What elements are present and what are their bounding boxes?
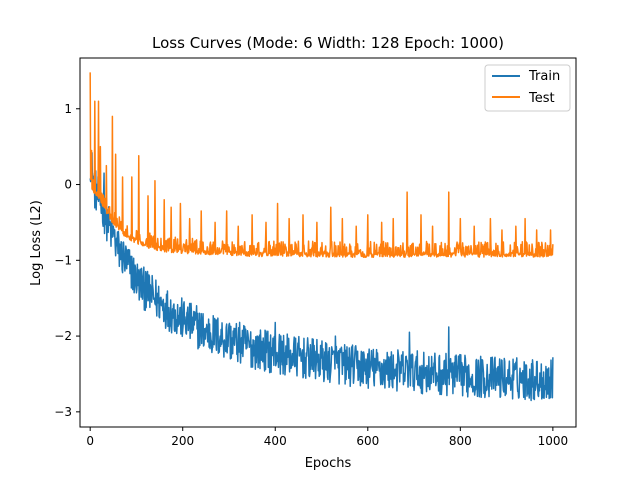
x-tick-label: 200 (171, 434, 194, 448)
x-tick-label: 0 (86, 434, 94, 448)
y-tick-label: −3 (54, 405, 72, 419)
x-tick-label: 600 (356, 434, 379, 448)
x-axis-ticks: 0 200 400 600 800 1000 (86, 427, 568, 448)
x-tick-label: 1000 (538, 434, 569, 448)
plot-frame (79, 57, 577, 428)
plot-lines (89, 72, 554, 402)
chart-title: Loss Curves (Mode: 6 Width: 128 Epoch: 1… (152, 34, 504, 52)
legend: Train Test (484, 64, 571, 112)
y-tick-label: −1 (54, 253, 72, 267)
y-axis-label: Log Loss (L2) (29, 200, 44, 286)
legend-train-label: Train (528, 69, 560, 84)
legend-test-label: Test (528, 91, 555, 106)
test-series-line (89, 72, 554, 258)
x-tick-label: 400 (264, 434, 287, 448)
train-series-line (89, 151, 554, 402)
y-tick-label: −2 (54, 329, 72, 343)
y-tick-label: 1 (64, 102, 72, 116)
y-tick-label: 0 (64, 178, 72, 192)
x-tick-label: 800 (449, 434, 472, 448)
x-axis-label: Epochs (305, 456, 352, 471)
y-axis-ticks: −3 −2 −1 0 1 (54, 102, 80, 419)
